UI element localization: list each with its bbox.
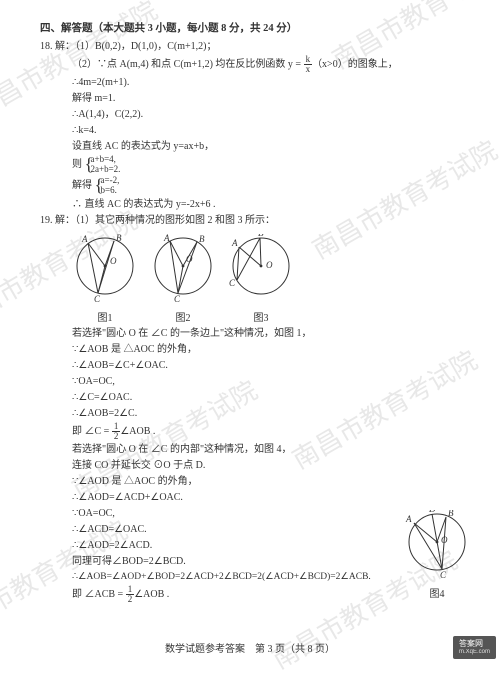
- q19-label: 19. 解：（1）其它两种情况的图形如图 2 和图 3 所示：: [40, 213, 470, 228]
- q19-c1-l3: ∵OA=OC,: [40, 374, 470, 389]
- fig4-caption: 图4: [402, 585, 472, 600]
- badge-title: 答案网: [459, 639, 483, 648]
- q18-then-label: 则: [72, 159, 82, 170]
- q18-p2-a: （2）∵点 A(m,4) 和点 C(m+1,2) 均在反比例函数 y =: [72, 59, 304, 70]
- q18-solve-label: 解得: [72, 180, 92, 191]
- q19-c1-l6-pre: 即 ∠C =: [72, 425, 112, 436]
- q19-c1-l6: 即 ∠C = 12∠AOB .: [40, 422, 470, 441]
- q19-c1-l6-post: ∠AOB .: [120, 425, 155, 436]
- svg-text:A: A: [231, 238, 238, 248]
- q19-label-text: 19. 解：: [40, 215, 75, 226]
- svg-text:A: A: [163, 234, 170, 243]
- q18-brace1: a+b=4, 2a+b=2.: [85, 155, 121, 175]
- q18-p2-intro: （2）∵点 A(m,4) 和点 C(m+1,2) 均在反比例函数 y = kx（…: [40, 55, 470, 74]
- svg-text:B: B: [199, 234, 205, 244]
- svg-text:C: C: [440, 570, 447, 580]
- q19-c2-l1: ∵∠AOD 是 △AOC 的外角，: [40, 474, 470, 489]
- q18-b2a: a=-2,: [101, 175, 120, 185]
- q18-brace2: a=-2, b=6.: [95, 176, 120, 196]
- svg-text:C: C: [94, 294, 101, 304]
- q19-c1-l1: ∵∠AOB 是 △AOC 的外角，: [40, 342, 470, 357]
- q19-c1-l2: ∴∠AOB=∠C+∠OAC.: [40, 358, 470, 373]
- svg-text:C: C: [229, 278, 236, 288]
- svg-text:O: O: [266, 260, 273, 270]
- fig2-caption: 图2: [148, 309, 218, 324]
- svg-text:O: O: [441, 535, 448, 545]
- fig1-caption: 图1: [70, 309, 140, 324]
- q19-c2-l2: ∴∠AOD=∠ACD+∠OAC.: [40, 490, 470, 505]
- q19-c1-intro: 若选择"圆心 O 在 ∠C 的一条边上"这种情况，如图 1，: [40, 326, 470, 341]
- q18-setline: 设直线 AC 的表达式为 y=ax+b，: [40, 139, 470, 154]
- q18-p2-b: （x>0）的图象上，: [312, 59, 398, 70]
- fig3-caption: 图3: [226, 309, 296, 324]
- q19-c2-l8-post: ∠AOB .: [134, 589, 169, 600]
- q18-k4: ∴k=4.: [40, 123, 470, 138]
- corner-badge: 答案网 m.XqE.com: [453, 636, 496, 659]
- svg-text:C: C: [174, 294, 181, 304]
- q19-p1: （1）其它两种情况的图形如图 2 和图 3 所示：: [75, 215, 275, 226]
- q18-b1b: 2a+b=2.: [91, 164, 121, 174]
- q18-then: 则 a+b=4, 2a+b=2.: [40, 155, 470, 175]
- svg-text:B: B: [448, 510, 454, 518]
- fig4-svg: A B D O C: [402, 510, 472, 580]
- badge-url: m.XqE.com: [459, 649, 490, 656]
- svg-text:B: B: [116, 234, 122, 243]
- fig1-svg: A B O C: [70, 234, 140, 304]
- q19-c2-l0: 连接 CO 并延长交 ⊙O 于点 D.: [40, 458, 470, 473]
- fig3-block: A B O C 图3: [226, 234, 296, 324]
- frac-half-2: 12: [126, 585, 135, 604]
- q18-m1: 解得 m=1.: [40, 91, 470, 106]
- q19-c2-l8-pre: 即 ∠ACB =: [72, 589, 126, 600]
- svg-text:B: B: [258, 234, 264, 238]
- svg-text:A: A: [81, 234, 88, 244]
- svg-text:O: O: [186, 254, 193, 264]
- figures-row: ABOC 图1 ABOC 图2 ABOC 图3: [70, 234, 470, 324]
- frac-k-x: kx: [304, 55, 313, 74]
- fig3-svg: A B O C: [226, 234, 296, 304]
- q19-c1-l4: ∴∠C=∠OAC.: [40, 390, 470, 405]
- q18-b1a: a+b=4,: [91, 154, 116, 164]
- fig4-block: A B D O C 图4: [402, 510, 472, 600]
- fig2-block: A BO C 图2: [148, 234, 218, 324]
- q18-label-text: 18. 解：: [40, 41, 75, 52]
- svg-text:O: O: [110, 256, 117, 266]
- q18-label: 18. 解：（1）B(0,2)，D(1,0)，C(m+1,2)；: [40, 39, 470, 54]
- q18-result: ∴ 直线 AC 的表达式为 y=-2x+6 .: [40, 197, 470, 212]
- q18-a14: ∴A(1,4)，C(2,2).: [40, 107, 470, 122]
- page-footer: 数学试题参考答案 第 3 页（共 8 页）: [0, 640, 500, 655]
- section-header: 四、解答题（本大题共 3 小题，每小题 8 分，共 24 分）: [40, 20, 470, 35]
- q18-solve: 解得 a=-2, b=6.: [40, 176, 470, 196]
- svg-text:D: D: [428, 510, 436, 514]
- q18-4m: ∴4m=2(m+1).: [40, 75, 470, 90]
- fig2-svg: A BO C: [148, 234, 218, 304]
- q19-c2-intro: 若选择"圆心 O 在 ∠C 的内部"这种情况，如图 4，: [40, 442, 470, 457]
- q19-c1-l5: ∴∠AOB=2∠C.: [40, 406, 470, 421]
- q18-b2b: b=6.: [101, 185, 117, 195]
- svg-text:A: A: [405, 514, 412, 524]
- fig1-block: A B O C 图1: [70, 234, 140, 324]
- q18-p1: （1）B(0,2)，D(1,0)，C(m+1,2)；: [75, 41, 216, 52]
